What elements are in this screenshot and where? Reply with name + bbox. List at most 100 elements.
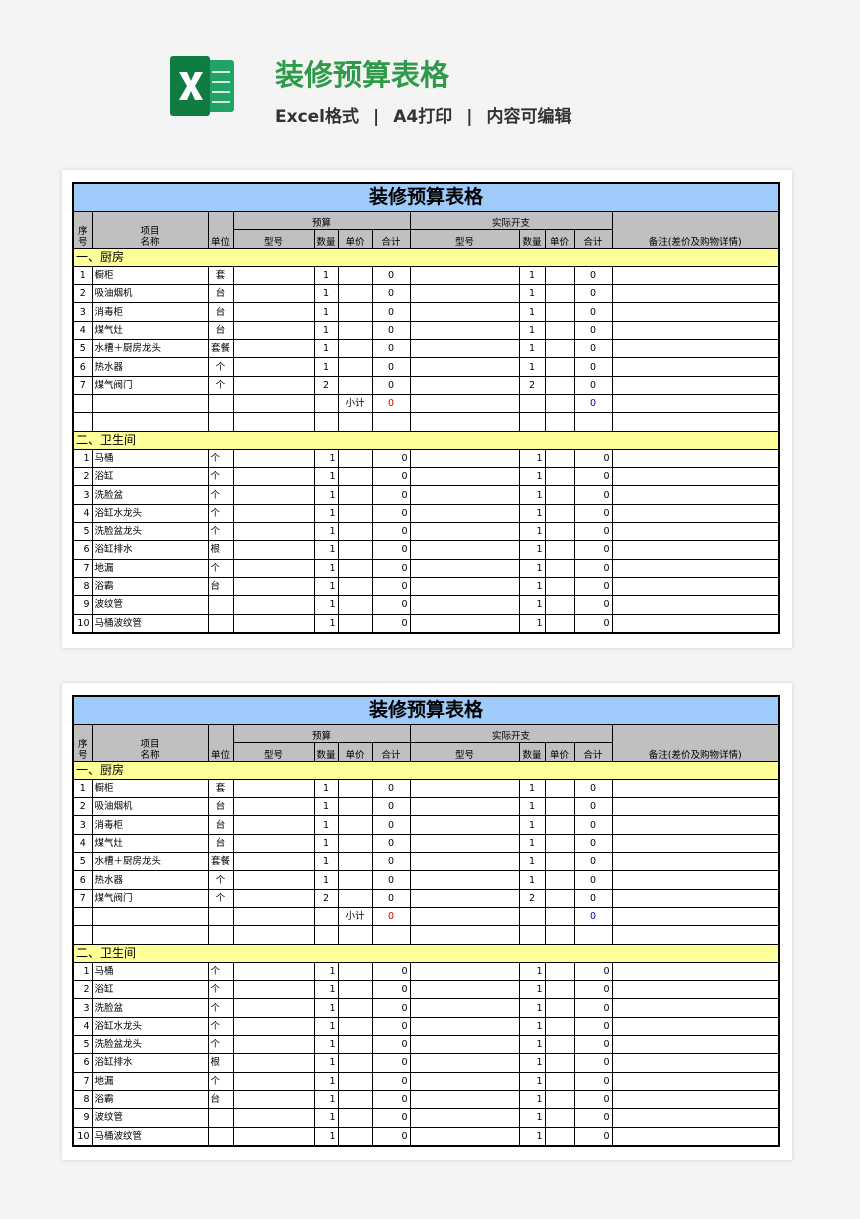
budget-total: 0 <box>371 339 411 359</box>
item-name: 吸油烟机 <box>91 797 209 817</box>
model <box>232 1071 315 1091</box>
notes <box>611 1035 780 1055</box>
empty-cell <box>207 393 234 414</box>
actual-qty: 1 <box>518 522 546 542</box>
notes <box>611 265 780 286</box>
unit: 个 <box>207 558 234 578</box>
subtotal-label: 小计 <box>337 906 373 927</box>
model <box>232 1035 315 1055</box>
notes <box>611 302 780 322</box>
budget-qty: 1 <box>313 320 339 341</box>
model <box>409 576 520 597</box>
model <box>232 980 315 1000</box>
budget-total: 0 <box>371 1053 411 1073</box>
empty-cell <box>573 412 613 432</box>
actual-price <box>544 320 575 341</box>
empty-cell <box>91 412 209 432</box>
budget-qty: 1 <box>313 852 339 872</box>
budget-subtotal: 0 <box>371 906 411 927</box>
model <box>409 961 520 982</box>
budget-price <box>337 1126 373 1147</box>
model <box>232 467 315 487</box>
sub-header: 型号 <box>232 742 315 762</box>
actual-total: 0 <box>573 613 613 634</box>
empty-cell <box>518 393 546 414</box>
actual-header: 实际开支 <box>409 723 613 744</box>
sub-header: 型号 <box>409 742 520 762</box>
item-row: 5 水槽＋厨房龙头 套餐 1 0 1 0 <box>72 339 780 359</box>
notes <box>611 558 780 578</box>
item-name: 马桶波纹管 <box>91 613 209 634</box>
notes <box>611 1053 780 1073</box>
unit: 个 <box>207 357 234 377</box>
item-name: 橱柜 <box>91 265 209 286</box>
item-header-line: 名称 <box>140 236 160 248</box>
unit <box>207 595 234 615</box>
actual-total: 0 <box>573 852 613 872</box>
notes <box>611 1071 780 1091</box>
item-name: 消毒柜 <box>91 815 209 835</box>
model <box>232 888 315 908</box>
model <box>232 375 315 395</box>
budget-total: 0 <box>371 1035 411 1055</box>
budget-price <box>337 302 373 322</box>
seq: 8 <box>72 576 93 597</box>
actual-price <box>544 503 575 524</box>
budget-price <box>337 980 373 1000</box>
unit <box>207 1108 234 1128</box>
budget-price <box>337 1035 373 1055</box>
empty-cell <box>409 906 520 927</box>
empty-cell <box>313 925 339 945</box>
budget-qty: 1 <box>313 1071 339 1091</box>
actual-price <box>544 980 575 1000</box>
seq: 7 <box>72 1071 93 1091</box>
budget-total: 0 <box>371 284 411 304</box>
unit: 台 <box>207 320 234 341</box>
seq: 3 <box>72 815 93 835</box>
empty-cell <box>611 906 780 927</box>
seq: 1 <box>72 265 93 286</box>
seq: 8 <box>72 1089 93 1110</box>
unit: 个 <box>207 1071 234 1091</box>
actual-price <box>544 1126 575 1147</box>
model <box>232 448 315 469</box>
separator: | <box>466 107 473 127</box>
actual-price <box>544 1035 575 1055</box>
sub-header: 合计 <box>573 742 613 762</box>
model <box>409 1035 520 1055</box>
budget-table: 装修预算表格 序号 项目 名称 单位 预算 实际开支 备注(差价及购物详情) 型号 数量 单价 合计型… <box>72 695 781 1147</box>
budget-price <box>337 870 373 890</box>
actual-price <box>544 1053 575 1073</box>
actual-total: 0 <box>573 797 613 817</box>
seq: 4 <box>72 503 93 524</box>
seq: 3 <box>72 485 93 505</box>
budget-qty: 1 <box>313 540 339 560</box>
budget-qty: 1 <box>313 1035 339 1055</box>
actual-qty: 1 <box>518 485 546 505</box>
seq: 2 <box>72 284 93 304</box>
budget-total: 0 <box>371 485 411 505</box>
actual-price <box>544 870 575 890</box>
actual-total: 0 <box>573 961 613 982</box>
seq: 6 <box>72 540 93 560</box>
actual-price <box>544 302 575 322</box>
actual-qty: 1 <box>518 870 546 890</box>
model <box>409 1016 520 1037</box>
actual-qty: 1 <box>518 833 546 854</box>
budget-qty: 1 <box>313 870 339 890</box>
model <box>409 558 520 578</box>
model <box>409 815 520 835</box>
actual-price <box>544 485 575 505</box>
unit: 套 <box>207 265 234 286</box>
actual-qty: 1 <box>518 265 546 286</box>
item-row: 1 橱柜套 1 0 1 0 <box>72 265 780 286</box>
actual-price <box>544 797 575 817</box>
unit: 台 <box>207 833 234 854</box>
item-row: 5 洗脸盆龙头个 1 0 1 0 <box>72 1035 780 1055</box>
sub-header: 数量 <box>518 229 546 249</box>
budget-total: 0 <box>371 852 411 872</box>
notes <box>611 1126 780 1147</box>
actual-qty: 2 <box>518 375 546 395</box>
seq: 10 <box>72 1126 93 1147</box>
